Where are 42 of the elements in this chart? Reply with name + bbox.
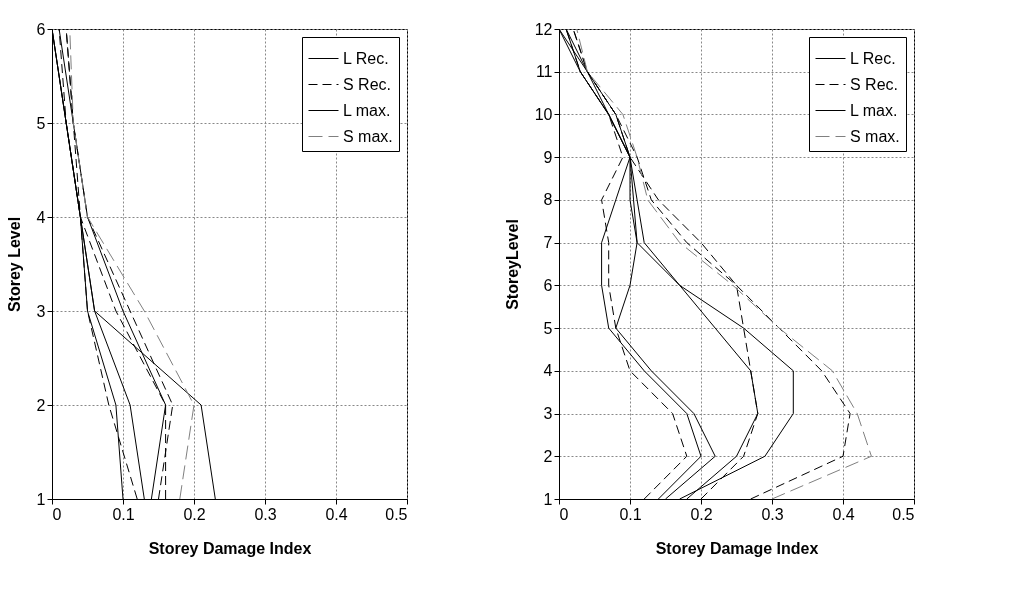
y-tick-label: 3 xyxy=(543,405,553,423)
x-tick-label: 0.2 xyxy=(183,505,206,523)
x-tick-label: 0.1 xyxy=(112,505,135,523)
y-tick-label: 12 xyxy=(534,20,553,38)
y-tick-label: 6 xyxy=(543,276,553,294)
legend-label: S Rec. xyxy=(850,75,899,93)
legend-label: L Rec. xyxy=(343,49,389,67)
y-axis-title: StoreyLevel xyxy=(503,219,521,310)
y-tick-label: 8 xyxy=(543,191,553,209)
y-tick-label: 1 xyxy=(36,490,46,508)
legend-label: L Rec. xyxy=(850,49,896,67)
x-tick-label: 0.3 xyxy=(761,505,784,523)
y-tick-label: 6 xyxy=(36,20,46,38)
x-axis-title: Storey Damage Index xyxy=(148,539,312,557)
x-tick-label: 0.4 xyxy=(325,505,348,523)
x-tick-label: 0.3 xyxy=(254,505,277,523)
y-tick-label: 3 xyxy=(36,302,46,320)
y-tick-label: 4 xyxy=(36,208,46,226)
x-tick-label: 0.5 xyxy=(385,505,408,523)
y-tick-label: 11 xyxy=(535,63,553,81)
x-tick-label: 0.5 xyxy=(892,505,915,523)
y-tick-label: 10 xyxy=(534,105,553,123)
legend-label: S max. xyxy=(850,127,900,145)
y-tick-label: 5 xyxy=(543,319,553,337)
y-tick-label: 2 xyxy=(36,396,46,414)
legend-label: S max. xyxy=(343,127,393,145)
y-axis-title: Storey Level xyxy=(5,216,23,313)
x-axis-title: Storey Damage Index xyxy=(655,539,819,557)
legend-label: S Rec. xyxy=(343,75,392,93)
legend-label: L max. xyxy=(850,101,898,119)
y-tick-label: 5 xyxy=(36,114,46,132)
x-tick-label: 0 xyxy=(559,505,569,523)
y-tick-label: 1 xyxy=(543,490,553,508)
legend-label: L max. xyxy=(343,101,391,119)
y-tick-label: 7 xyxy=(543,234,553,252)
y-tick-label: 4 xyxy=(543,362,553,380)
y-tick-label: 9 xyxy=(543,148,553,166)
x-tick-label: 0.1 xyxy=(619,505,642,523)
x-tick-label: 0.4 xyxy=(832,505,855,523)
x-tick-label: 0 xyxy=(52,505,62,523)
x-tick-label: 0.2 xyxy=(690,505,713,523)
y-tick-label: 2 xyxy=(543,447,553,465)
